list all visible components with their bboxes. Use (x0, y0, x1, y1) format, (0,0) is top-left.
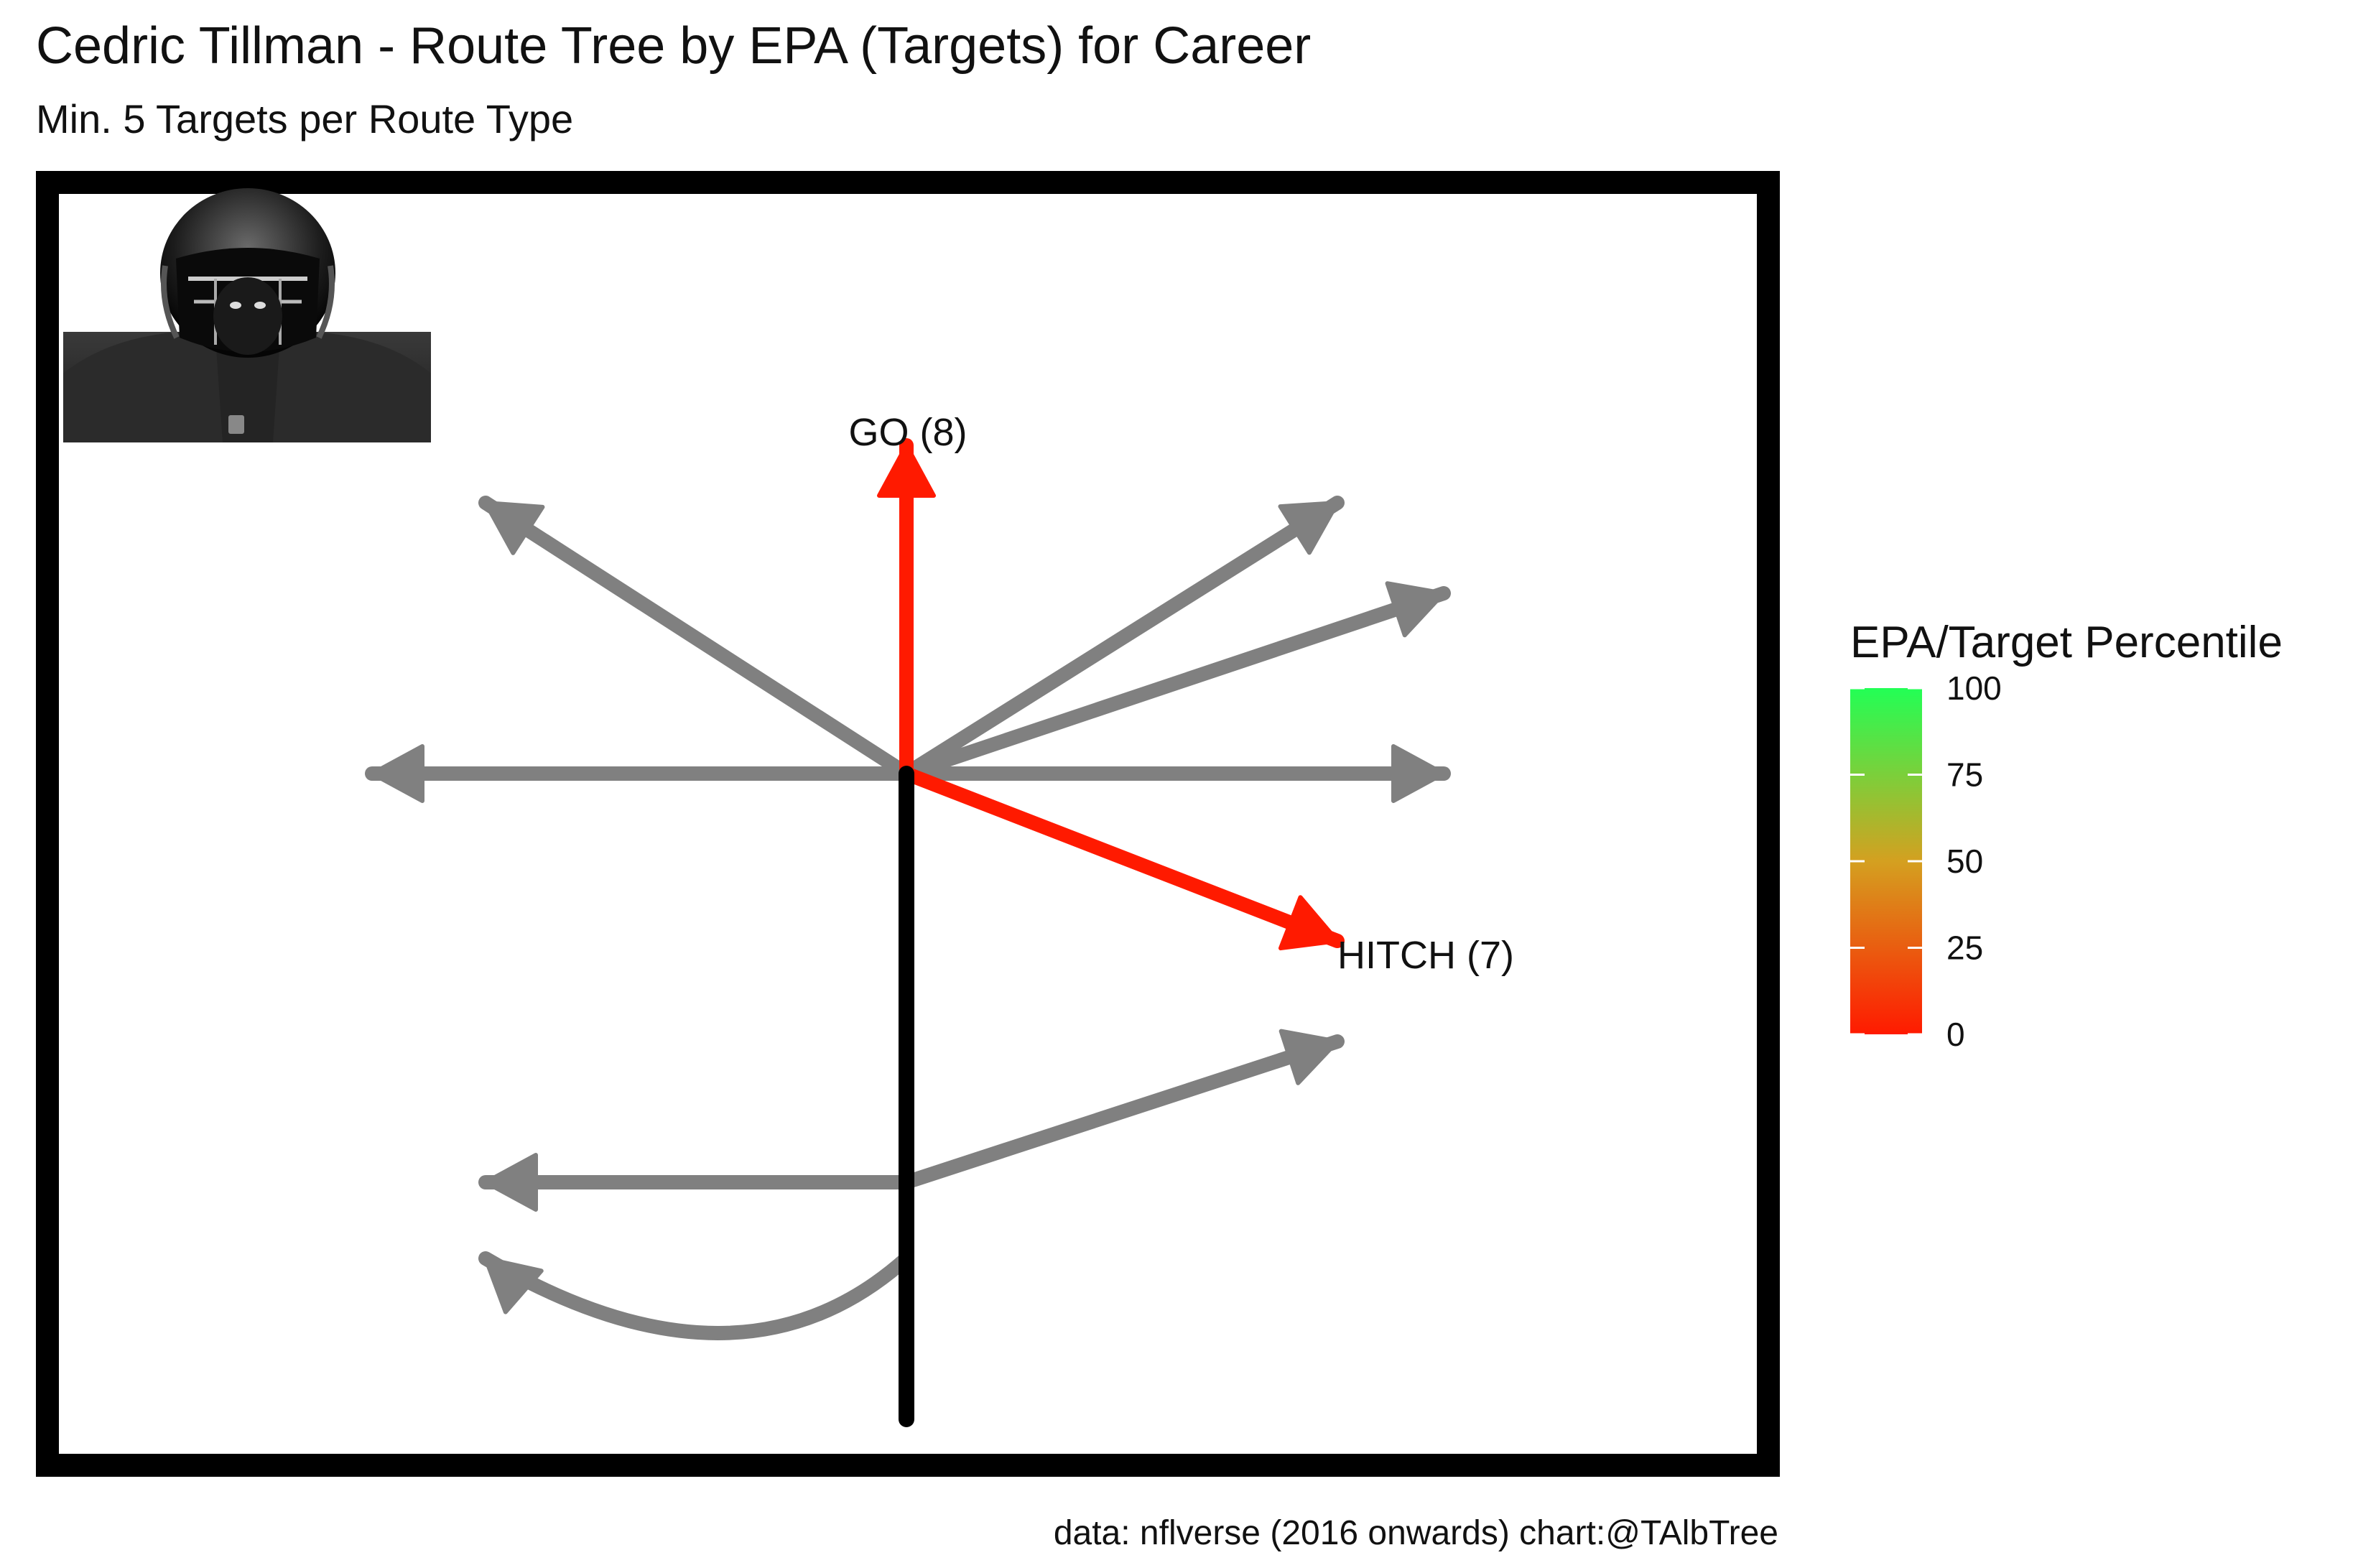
legend-tick-label: 0 (1946, 1016, 1965, 1053)
route-6 (365, 744, 914, 803)
route-4 (899, 496, 1345, 781)
player-headshot-icon (63, 188, 431, 442)
route-go (877, 438, 936, 781)
route-label-hitch: HITCH (7) (1337, 934, 1514, 977)
legend-ticks: 0 25 50 75 100 (1850, 669, 2002, 1053)
route-8 (899, 1029, 1345, 1189)
route-7 (899, 744, 1451, 803)
route-10 (478, 1251, 914, 1340)
chart-title: Cedric Tillman - Route Tree by EPA (Targ… (36, 17, 1311, 75)
route-5 (899, 581, 1451, 781)
chart-subtitle: Min. 5 Targets per Route Type (36, 96, 573, 142)
route-3 (478, 496, 914, 781)
legend-title: EPA/Target Percentile (1850, 618, 2283, 667)
legend-tick-label: 25 (1946, 929, 1983, 967)
legend: EPA/Target Percentile 0 25 50 75 100 (1850, 618, 2283, 1053)
route-hitch (899, 766, 1345, 951)
routes-layer (365, 438, 1451, 1427)
legend-tick-label: 100 (1946, 669, 2002, 707)
route-9 (478, 1153, 914, 1212)
legend-tick-label: 50 (1946, 843, 1983, 880)
chart-caption: data: nflverse (2016 onwards) chart:@TAl… (1054, 1514, 1778, 1552)
legend-tick-label: 75 (1946, 756, 1983, 794)
route-label-go: GO (8) (848, 411, 967, 454)
